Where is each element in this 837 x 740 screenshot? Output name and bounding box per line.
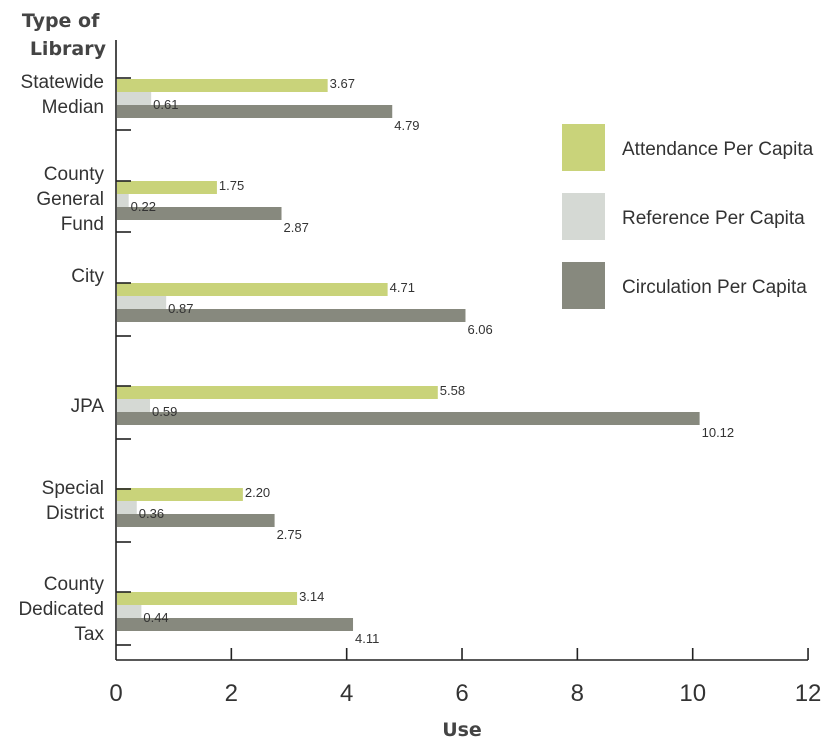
data-label: 4.11 (355, 631, 379, 646)
category-labels-layer: Statewide Median County General Fund City JPA S… (18, 72, 104, 645)
category-label: City (71, 266, 104, 287)
category-label: Statewide Median (21, 72, 104, 118)
x-tick-label: 0 (109, 680, 122, 707)
category-label-line: District (46, 503, 105, 524)
y-axis-title: Type of Library (22, 10, 107, 60)
category-label-line: JPA (71, 396, 105, 417)
x-tick-label: 6 (455, 680, 468, 707)
bar (117, 92, 152, 105)
data-label: 6.06 (467, 322, 492, 337)
bar (117, 514, 275, 527)
legend-label: Circulation Per Capita (622, 277, 807, 298)
data-label: 2.75 (277, 527, 302, 542)
x-tick-label: 2 (225, 680, 238, 707)
category-label: Special District (42, 478, 105, 524)
bar (117, 592, 298, 605)
bar (117, 105, 393, 118)
category-label-line: Dedicated (18, 599, 104, 620)
x-tick-label: 4 (340, 680, 353, 707)
ticks-layer: 0 2 4 6 8 10 12 (109, 77, 822, 707)
data-label: 3.14 (299, 589, 324, 604)
data-label: 4.71 (390, 280, 415, 295)
data-label: 1.75 (219, 178, 244, 193)
data-label: 0.44 (143, 610, 168, 625)
data-labels-layer: 3.67 0.61 4.79 1.75 0.22 2.87 4.71 0.87 6.06 5.58… (131, 76, 734, 646)
data-label: 0.22 (131, 199, 156, 214)
data-label: 3.67 (330, 76, 355, 91)
bar (117, 207, 282, 220)
y-axis-title-line-2: Library (30, 38, 107, 60)
bar (117, 605, 142, 618)
bar (117, 618, 354, 631)
x-tick-label: 10 (679, 680, 706, 707)
category-label-line: Special (42, 478, 104, 499)
bars-layer (117, 79, 700, 631)
data-label: 0.59 (152, 404, 177, 419)
category-label-line: Median (42, 97, 104, 118)
data-label: 2.20 (245, 485, 270, 500)
bar (117, 79, 328, 92)
axes-layer (115, 40, 808, 661)
bar (117, 386, 438, 399)
legend-label: Reference Per Capita (622, 208, 805, 229)
data-label: 5.58 (440, 383, 465, 398)
data-label: 0.36 (139, 506, 164, 521)
data-label: 0.87 (168, 301, 193, 316)
bar (117, 309, 466, 322)
bar (117, 296, 167, 309)
category-label: JPA (71, 396, 105, 417)
legend-swatch (562, 262, 605, 309)
bar (117, 194, 129, 207)
category-label-line: Fund (61, 214, 104, 235)
bar (117, 181, 217, 194)
bar (117, 283, 388, 296)
bar (117, 488, 243, 501)
x-tick-label: 8 (571, 680, 584, 707)
bar (117, 501, 137, 514)
data-label: 0.61 (153, 97, 178, 112)
category-label-line: City (71, 266, 104, 287)
category-label-line: County (44, 574, 105, 595)
x-tick-label: 12 (795, 680, 822, 707)
legend: Attendance Per Capita Reference Per Capit… (562, 124, 814, 309)
data-label: 4.79 (394, 118, 419, 133)
category-label-line: Tax (74, 624, 104, 645)
data-label: 2.87 (284, 220, 309, 235)
category-label: County General Fund (36, 164, 104, 235)
data-label: 10.12 (702, 425, 735, 440)
x-axis-title: Use (442, 719, 482, 740)
category-label: County Dedicated Tax (18, 574, 104, 645)
category-label-line: Statewide (21, 72, 104, 93)
legend-label: Attendance Per Capita (622, 139, 814, 160)
legend-swatch (562, 193, 605, 240)
y-axis-title-line-1: Type of (22, 10, 100, 32)
bar (117, 412, 700, 425)
category-label-line: County (44, 164, 105, 185)
category-label-line: General (36, 189, 104, 210)
legend-swatch (562, 124, 605, 171)
bar (117, 399, 151, 412)
